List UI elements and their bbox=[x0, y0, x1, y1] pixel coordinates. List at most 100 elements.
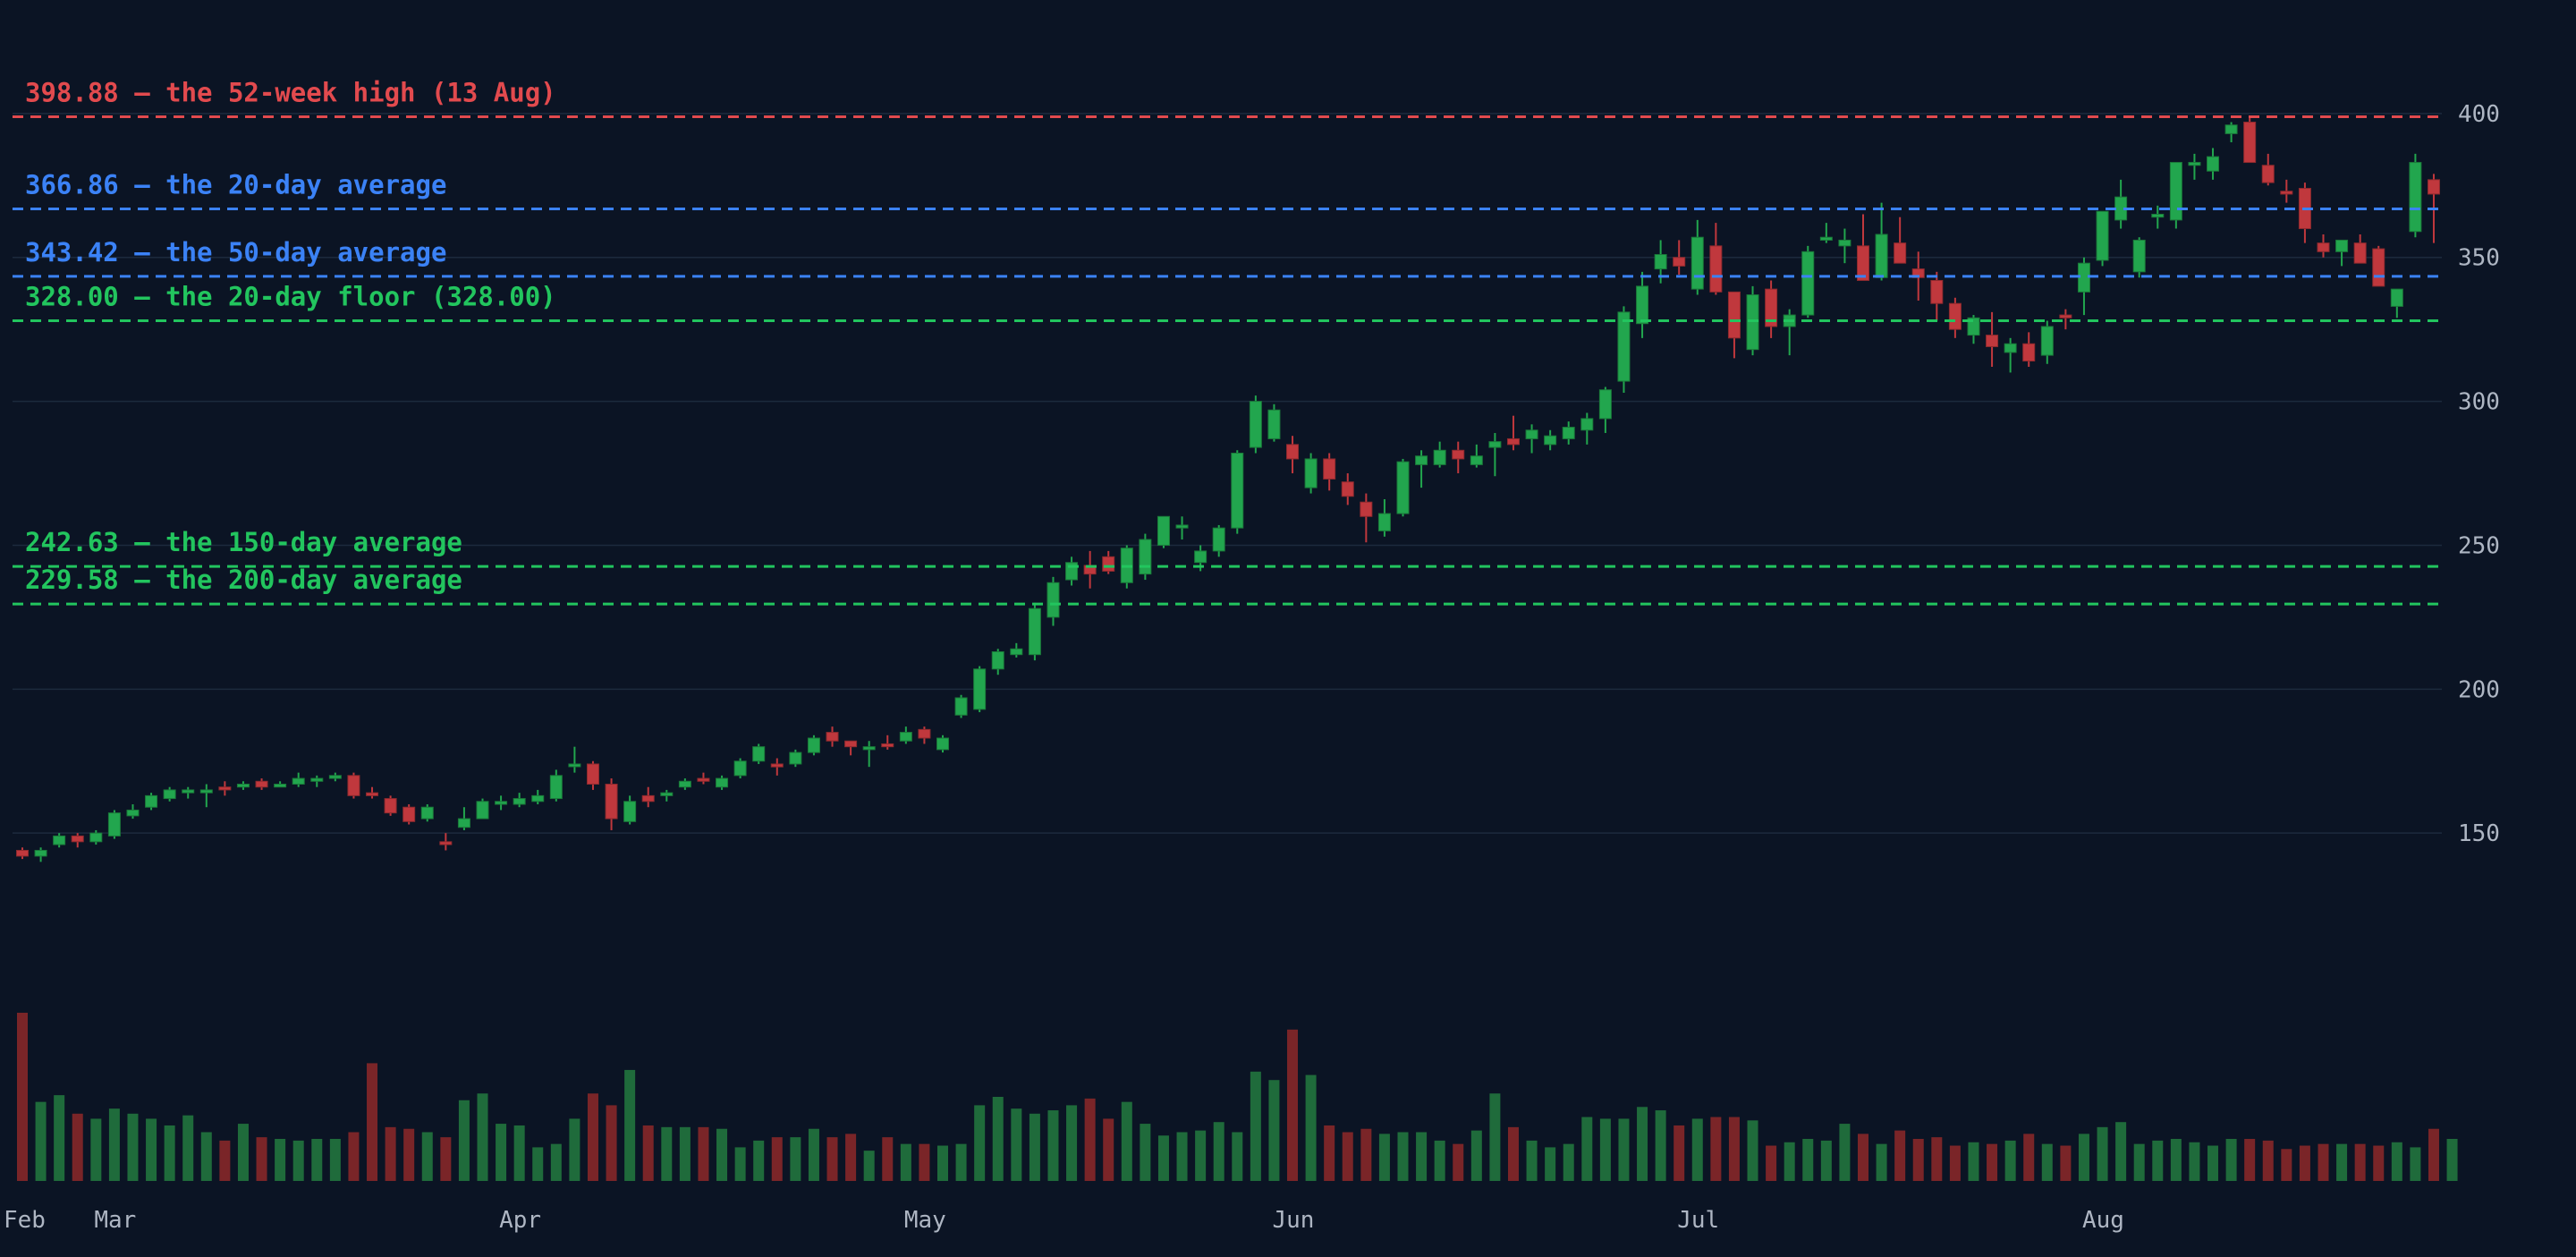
x-month-label: Aug bbox=[2082, 1207, 2124, 1234]
candle bbox=[1249, 395, 1262, 454]
x-month-label: Jun bbox=[1272, 1207, 1314, 1234]
volume-bar bbox=[1195, 1130, 1207, 1181]
volume-bar bbox=[1655, 1110, 1666, 1181]
candle-body bbox=[1360, 501, 1373, 517]
candle-body bbox=[1065, 562, 1079, 581]
candle bbox=[1544, 429, 1557, 451]
y-tick-label: 350 bbox=[2458, 245, 2500, 272]
candle bbox=[1470, 444, 1483, 468]
candle bbox=[1727, 291, 1741, 359]
candle-body bbox=[936, 737, 949, 751]
volume-bar bbox=[1213, 1122, 1224, 1181]
volume-bar bbox=[1581, 1117, 1593, 1181]
candle-body bbox=[1194, 550, 1208, 564]
reference-line-label: 366.86 — the 20-day average bbox=[25, 169, 446, 200]
volume-bar bbox=[1839, 1124, 1851, 1181]
candle-body bbox=[402, 806, 416, 822]
y-tick-label: 300 bbox=[2458, 389, 2500, 416]
candle bbox=[2169, 162, 2182, 229]
volume-bar bbox=[1931, 1137, 1943, 1181]
volume-bar bbox=[458, 1100, 470, 1181]
volume-bar bbox=[1728, 1117, 1740, 1181]
volume-bar bbox=[292, 1140, 304, 1181]
volume-bar bbox=[440, 1137, 452, 1181]
volume-bar bbox=[1084, 1098, 1096, 1181]
volume-bar bbox=[1360, 1128, 1372, 1181]
candle-body bbox=[145, 794, 158, 808]
candle bbox=[1488, 432, 1502, 477]
volume-bar bbox=[1563, 1143, 1574, 1181]
candle-body bbox=[2317, 242, 2330, 252]
candle bbox=[1267, 403, 1281, 442]
y-tick-label: 150 bbox=[2458, 820, 2500, 847]
candle-body bbox=[586, 763, 599, 785]
candle bbox=[1506, 415, 1520, 451]
candle bbox=[973, 666, 987, 713]
volume-bar bbox=[1103, 1118, 1114, 1181]
volume-bar bbox=[2354, 1143, 2366, 1181]
candle-body bbox=[844, 740, 858, 748]
candle-body bbox=[292, 777, 305, 785]
candle bbox=[513, 793, 526, 808]
volume-bar bbox=[2410, 1147, 2421, 1181]
candle-body bbox=[328, 775, 342, 779]
candle-body bbox=[623, 801, 637, 822]
volume-bar bbox=[1287, 1029, 1299, 1181]
volume-bar bbox=[1029, 1113, 1040, 1181]
volume-bar bbox=[532, 1147, 544, 1181]
volume-bar bbox=[90, 1118, 102, 1181]
candle bbox=[752, 743, 766, 764]
candle-body bbox=[2427, 179, 2440, 195]
candle-body bbox=[16, 849, 29, 857]
candle-body bbox=[1157, 515, 1170, 546]
y-tick-label: 400 bbox=[2458, 101, 2500, 128]
reference-line-label: 229.58 — the 200-day average bbox=[25, 565, 462, 595]
volume-bar bbox=[1618, 1118, 1630, 1181]
x-month-label: Apr bbox=[499, 1207, 541, 1234]
candle bbox=[1930, 271, 1944, 321]
candle bbox=[292, 772, 305, 787]
candle-body bbox=[1341, 481, 1354, 497]
candle bbox=[2188, 153, 2201, 180]
candle-body bbox=[678, 780, 691, 788]
volume-bar bbox=[2428, 1128, 2439, 1181]
candle bbox=[716, 775, 729, 790]
candle-body bbox=[1746, 294, 1759, 351]
candle-body bbox=[1304, 458, 1318, 488]
candle-body bbox=[973, 668, 987, 710]
candle-body bbox=[1267, 409, 1281, 439]
volume-bar bbox=[496, 1124, 507, 1181]
candle-body bbox=[420, 806, 434, 820]
candle bbox=[402, 804, 416, 825]
volume-bar bbox=[1453, 1143, 1464, 1181]
volume-bar bbox=[2152, 1140, 2164, 1181]
candle bbox=[936, 735, 949, 753]
volume-bar bbox=[329, 1139, 341, 1181]
candle bbox=[71, 833, 84, 848]
candle bbox=[199, 784, 213, 808]
volume-bar bbox=[1416, 1132, 1428, 1181]
candle-body bbox=[531, 794, 545, 803]
candle-body bbox=[1857, 245, 1869, 281]
candle-body bbox=[1948, 302, 1962, 330]
candle bbox=[826, 726, 839, 747]
volume-bar bbox=[1912, 1139, 1924, 1181]
candle-body bbox=[770, 763, 784, 768]
volume-bar bbox=[1011, 1108, 1022, 1181]
candle-body bbox=[34, 849, 47, 857]
candle-body bbox=[1986, 335, 1999, 347]
volume-bar bbox=[237, 1124, 249, 1181]
x-month-label: Jul bbox=[1677, 1207, 1719, 1234]
volume-bar bbox=[1766, 1145, 1777, 1181]
volume-bar bbox=[2318, 1143, 2329, 1181]
volume-bar bbox=[1894, 1130, 1906, 1181]
candle-body bbox=[2207, 156, 2220, 172]
volume-bar bbox=[1545, 1147, 1556, 1181]
candle-body bbox=[2132, 239, 2146, 273]
candle bbox=[954, 694, 968, 718]
candle bbox=[2243, 116, 2257, 164]
volume-bar bbox=[2133, 1143, 2145, 1181]
candle bbox=[1746, 285, 1759, 356]
candle-body bbox=[1562, 427, 1575, 439]
candles bbox=[16, 116, 2440, 862]
